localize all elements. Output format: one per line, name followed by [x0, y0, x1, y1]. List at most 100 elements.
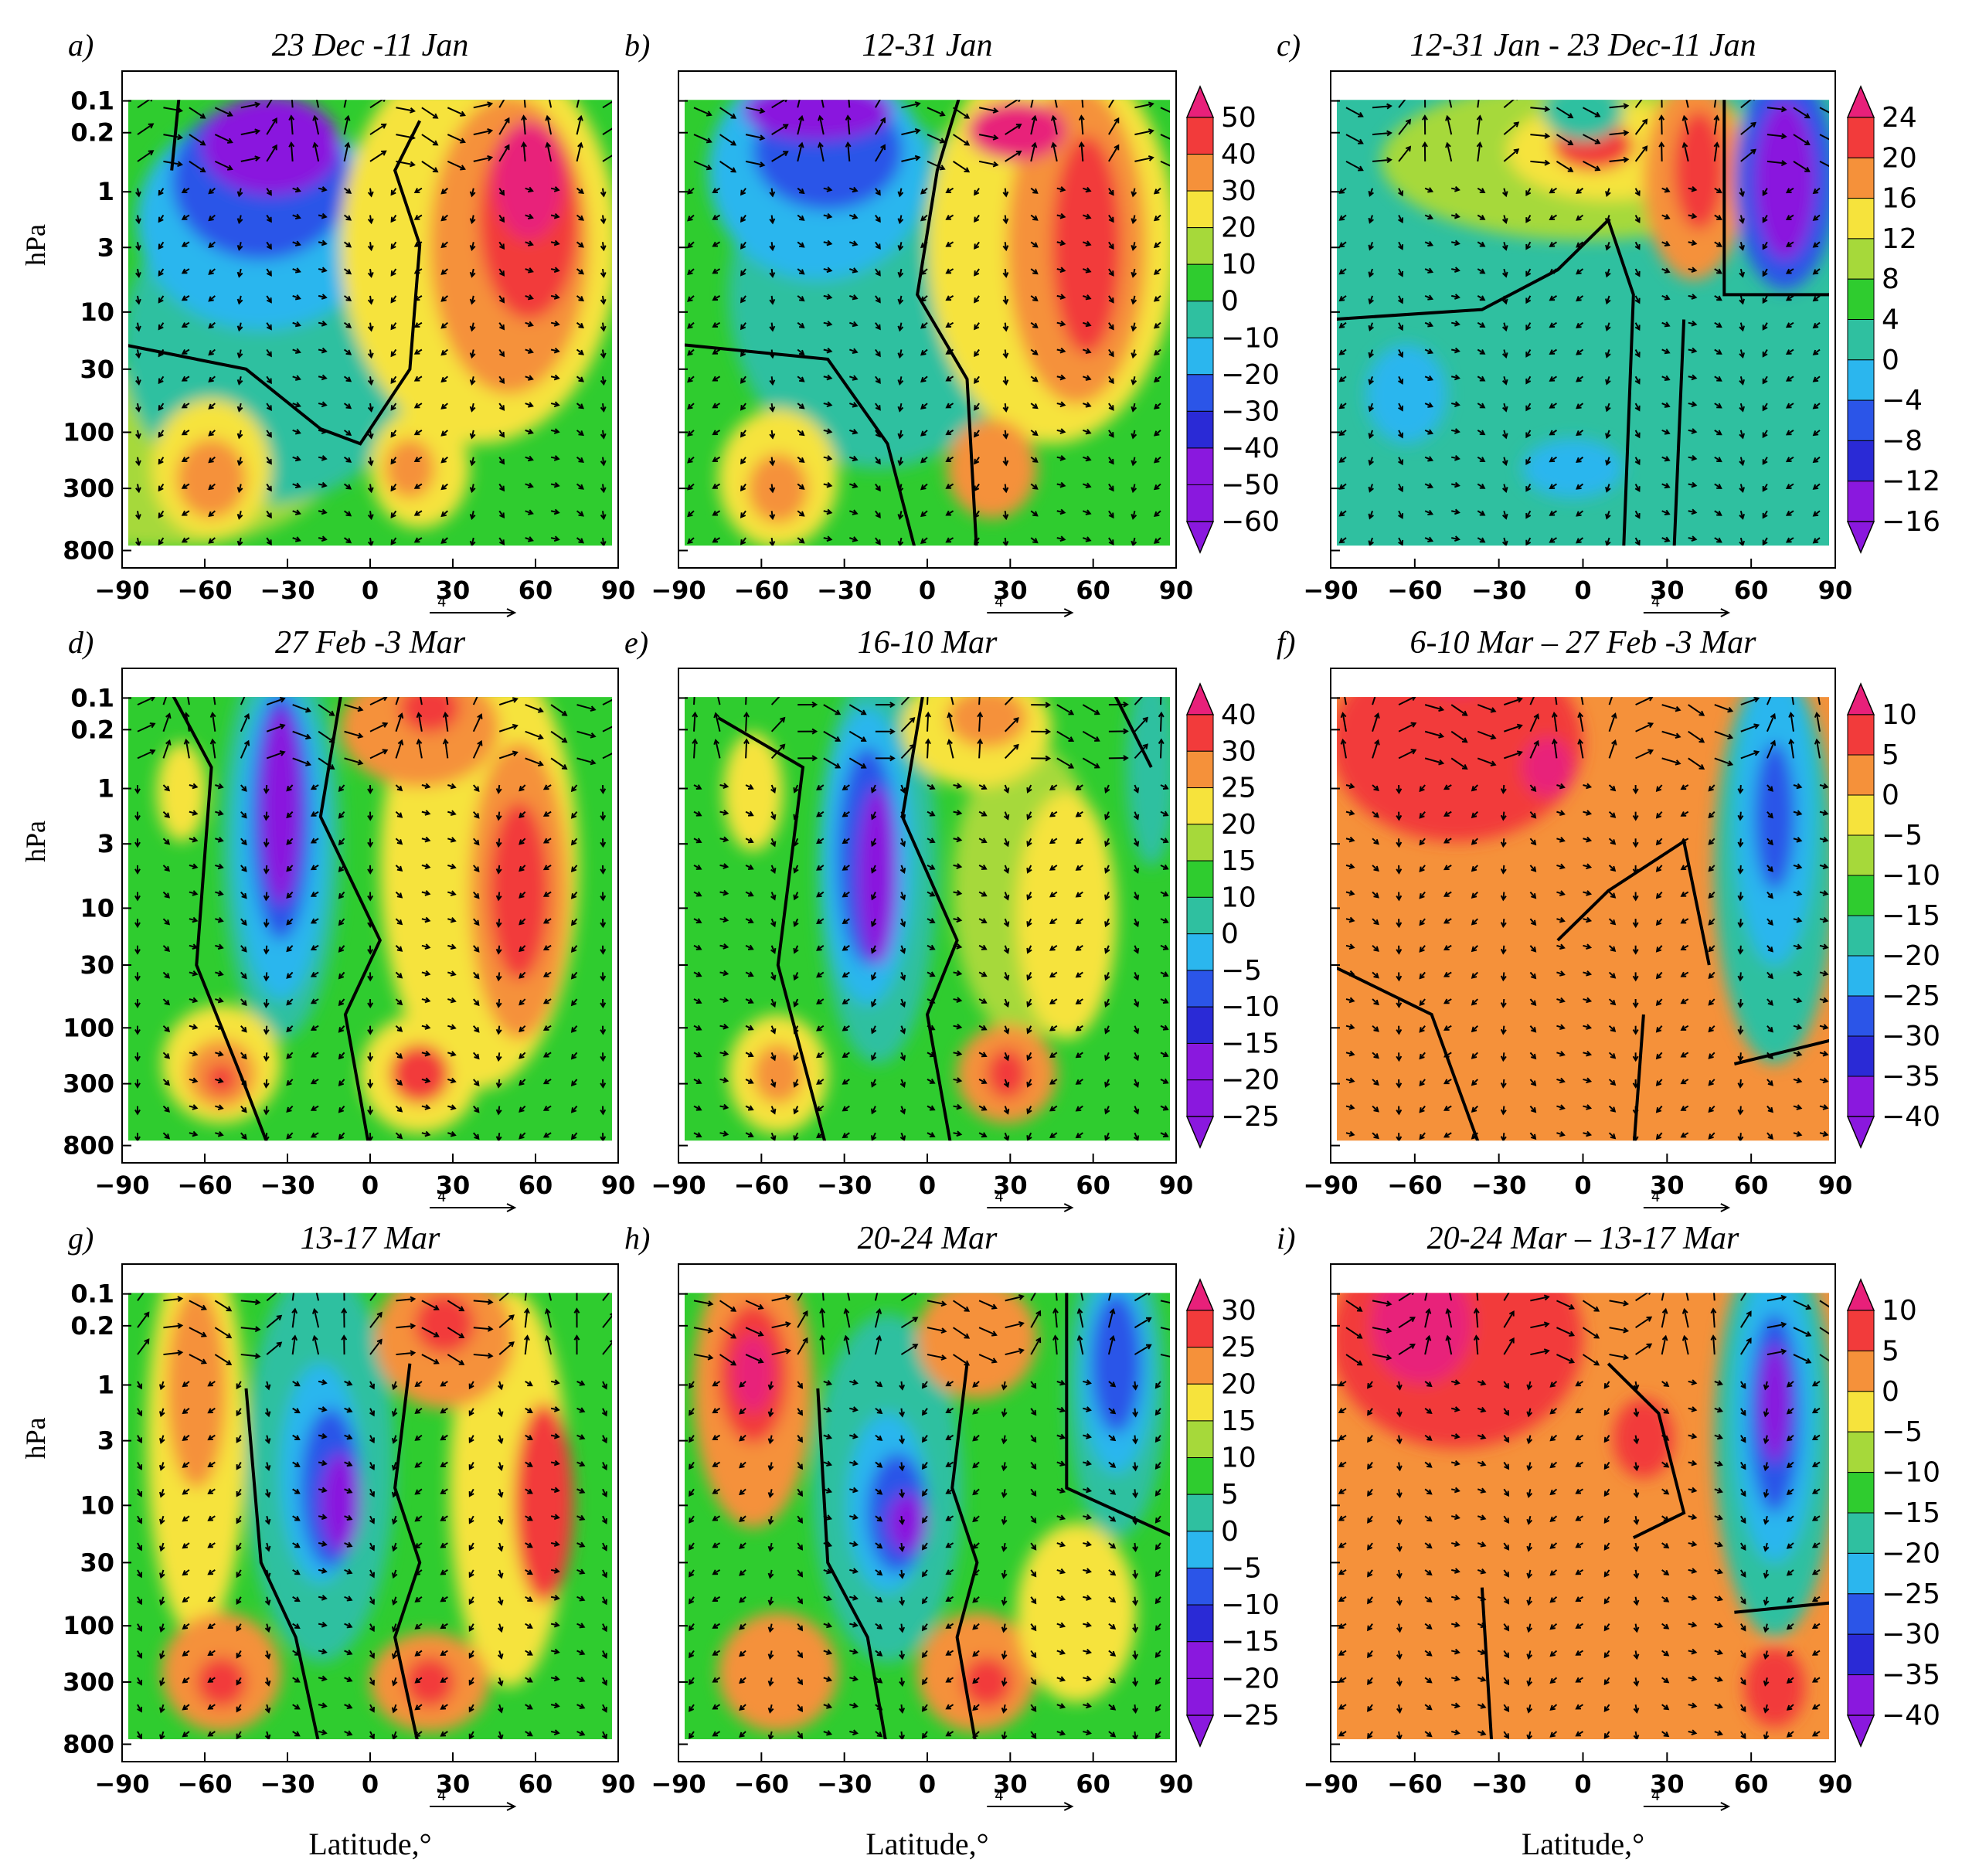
- x-tick-label: −60: [177, 576, 232, 605]
- arrow-head: [601, 1572, 607, 1579]
- arrow-head: [159, 1491, 165, 1498]
- vector-field: [687, 100, 1170, 546]
- arrow-head: [600, 922, 607, 929]
- x-tick-label: −60: [1387, 576, 1442, 605]
- arrow-head: [740, 351, 746, 358]
- arrow-head: [1610, 1079, 1617, 1086]
- arrow-head: [1586, 1077, 1593, 1084]
- wind-arrow: [875, 144, 886, 162]
- x-tick-label: 30: [436, 1171, 471, 1200]
- wind-arrow: [421, 134, 438, 146]
- arrow-head: [414, 1596, 421, 1603]
- arrow-head: [321, 1729, 328, 1735]
- arrow-head: [294, 1650, 301, 1656]
- arrow-head: [211, 686, 216, 691]
- wind-arrow: [927, 107, 945, 117]
- arrow-head: [192, 1104, 199, 1110]
- wind-arrow: [1398, 722, 1416, 732]
- contour-region: [320, 1453, 361, 1553]
- arrow-head: [553, 455, 560, 461]
- arrow-head: [519, 1000, 525, 1006]
- arrow-head: [1002, 541, 1009, 546]
- arrow-head: [747, 838, 754, 844]
- arrow-head: [266, 458, 272, 465]
- arrow-head: [852, 428, 859, 435]
- arrow-head: [1410, 749, 1417, 755]
- wind-arrow: [395, 697, 400, 705]
- arrow-head: [236, 1464, 242, 1470]
- wind-arrow: [163, 160, 182, 166]
- arrow-head: [579, 1568, 586, 1575]
- arrow-head: [601, 1626, 607, 1633]
- arrow-head: [981, 1052, 988, 1058]
- arrow-head: [1133, 1055, 1140, 1062]
- y-tick-label: 300: [63, 1667, 114, 1697]
- arrow-head: [1341, 687, 1346, 692]
- arrow-head: [504, 117, 510, 124]
- wind-arrow: [447, 107, 465, 117]
- arrow-head: [1368, 244, 1374, 251]
- arrow-head: [1445, 141, 1451, 148]
- arrow-head: [165, 712, 172, 719]
- arrow-head: [1131, 352, 1137, 359]
- arrow-head: [1762, 325, 1768, 331]
- arrow-head: [1348, 1050, 1355, 1057]
- arrow-head: [369, 1572, 376, 1579]
- wind-arrow: [823, 730, 841, 742]
- wind-arrow: [978, 160, 998, 166]
- arrow-head: [797, 114, 804, 121]
- arrow-head: [1559, 863, 1566, 870]
- arrow-head: [367, 541, 374, 546]
- arrow-head: [450, 863, 457, 870]
- arrow-head: [1471, 1106, 1477, 1113]
- arrow-head: [1002, 406, 1009, 413]
- arrow-head: [1727, 706, 1734, 713]
- arrow-head: [1032, 457, 1039, 463]
- arrow-head: [1133, 868, 1140, 874]
- arrow-head: [692, 686, 697, 690]
- arrow-head: [519, 1053, 525, 1059]
- arrow-head: [1454, 535, 1460, 542]
- zero-contour: [1733, 1038, 1829, 1065]
- arrow-head: [469, 406, 476, 413]
- arrow-head: [687, 350, 693, 356]
- x-tick-label: 30: [993, 576, 1028, 605]
- contour-region: [947, 697, 1027, 748]
- arrow-head: [519, 1026, 525, 1033]
- arrow-head: [346, 1730, 353, 1736]
- arrow-head: [137, 1572, 143, 1579]
- arrow-head: [939, 110, 946, 117]
- wind-arrow: [1477, 704, 1496, 712]
- arrow-head: [321, 535, 328, 542]
- wind-arrow: [1556, 161, 1573, 172]
- arrow-head: [1454, 267, 1460, 274]
- arrow-head: [871, 1135, 877, 1141]
- arrow-head: [689, 1383, 695, 1389]
- arrow-head: [266, 378, 272, 385]
- arrow-head: [450, 1024, 457, 1031]
- arrow-head: [264, 1680, 271, 1687]
- arrow-head: [1002, 298, 1009, 305]
- arrow-head: [1691, 267, 1698, 274]
- arrow-head: [1396, 922, 1403, 929]
- arrow-head: [440, 430, 447, 437]
- arrow-head: [793, 867, 799, 874]
- arrow-head: [1737, 1082, 1744, 1089]
- contour-region: [1674, 110, 1725, 230]
- wind-arrow: [823, 757, 841, 769]
- arrow-head: [512, 697, 519, 703]
- arrow-head: [1104, 867, 1110, 874]
- arrow-head: [1634, 513, 1641, 519]
- arrow-head: [450, 970, 457, 977]
- arrow-head: [294, 509, 301, 515]
- arrow-head: [1739, 244, 1745, 251]
- arrow-head: [723, 943, 729, 950]
- arrow-head: [974, 431, 980, 438]
- arrow-head: [981, 1132, 988, 1138]
- arrow-head: [852, 240, 859, 246]
- arrow-head: [1812, 430, 1819, 437]
- arrow-head: [519, 1079, 525, 1086]
- arrow-head: [740, 485, 746, 492]
- arrow-head: [236, 1733, 242, 1740]
- arrow-head: [871, 921, 877, 928]
